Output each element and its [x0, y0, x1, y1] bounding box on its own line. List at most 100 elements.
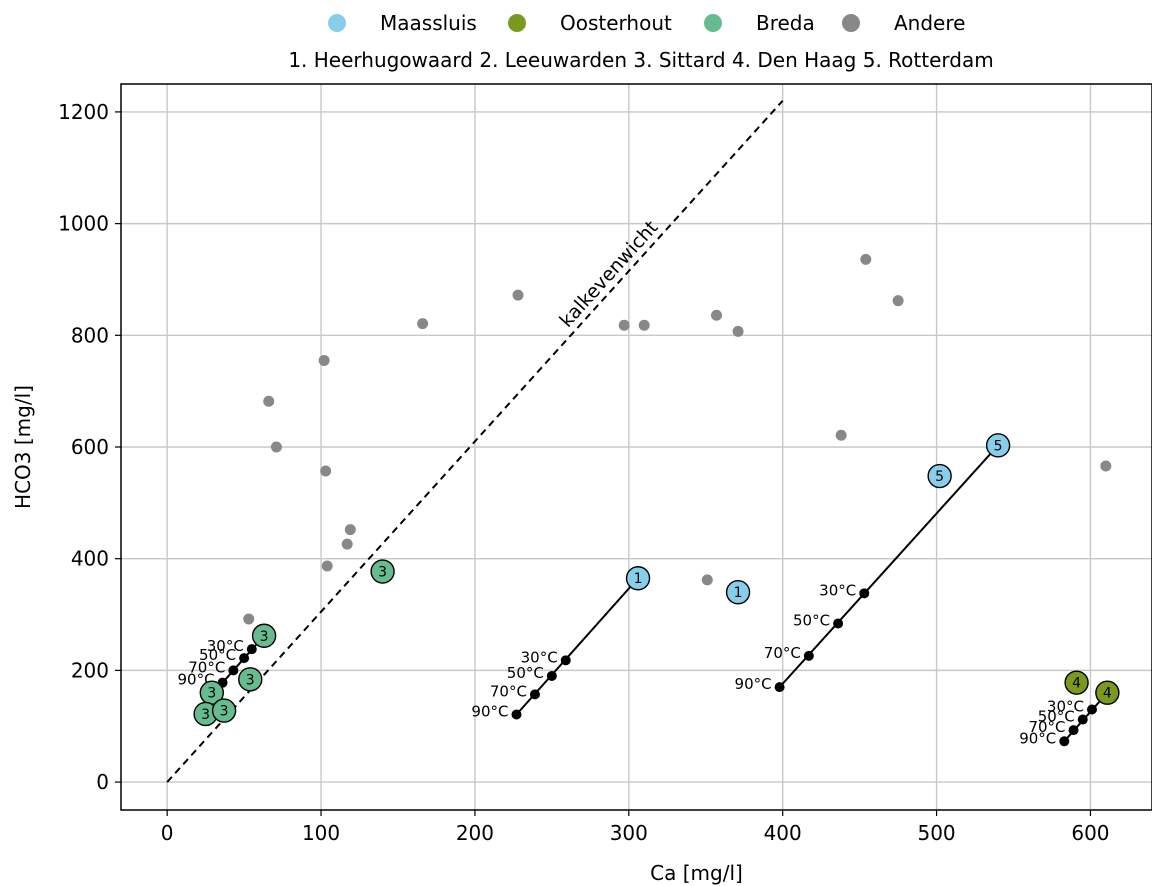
temperature-label: 30°C: [1047, 697, 1084, 715]
point: [320, 465, 332, 477]
temperature-point: [803, 650, 814, 661]
temperature-point: [1077, 714, 1088, 725]
temperature-point: [774, 682, 785, 693]
point-number-label: 3: [201, 707, 210, 723]
legend-subtitle: 1. Heerhugowaard 2. Leeuwarden 3. Sittar…: [288, 48, 993, 72]
point: [732, 325, 744, 337]
equilibrium-line: [166, 100, 784, 783]
labeled-point: [251, 623, 277, 648]
axis-ticks: 0 100 200 300 400 500 600 0 200 400 600 800 1000 1200: [58, 100, 1109, 845]
point-number-label: 1: [634, 571, 643, 587]
legend-entry-label: Maassluis: [380, 11, 477, 35]
point: [344, 524, 356, 536]
labeled-point: [211, 698, 237, 723]
point-number-label: 3: [246, 672, 255, 688]
temperature-label: 70°C: [188, 658, 225, 676]
labeled-point: [625, 566, 651, 591]
temperature-lines: 30°C50°C70°C90°C30°C50°C70°C90°C30°C50°C…: [177, 444, 1109, 747]
temperature-point: [1059, 736, 1070, 747]
point: [618, 319, 630, 331]
labeled-point: [927, 463, 952, 489]
y-tick-label: 800: [71, 323, 109, 347]
y-tick-label: 400: [71, 547, 109, 571]
legend-marker: [704, 14, 722, 32]
temperature-label: 70°C: [490, 682, 527, 700]
point-number-label: 3: [220, 704, 229, 720]
legend-marker: [842, 14, 860, 32]
point: [835, 429, 847, 441]
point-number-label: 3: [207, 686, 216, 702]
temperature-point: [1068, 725, 1079, 736]
point-number-label: 1: [734, 585, 743, 601]
y-tick-label: 1000: [58, 212, 109, 236]
temperature-label: 50°C: [507, 664, 544, 682]
temperature-point: [529, 689, 540, 700]
temperature-point: [246, 644, 257, 655]
labeled-point: [238, 667, 263, 692]
point: [860, 253, 872, 265]
point: [638, 319, 650, 331]
labeled-point: [725, 580, 751, 605]
point-number-label: 3: [378, 565, 387, 581]
legend-marker: [328, 14, 346, 32]
point: [318, 354, 330, 366]
labeled-point: [1064, 670, 1089, 695]
point-number-label: 4: [1072, 676, 1081, 692]
temperature-label: 90°C: [471, 703, 508, 721]
point-number-label: 5: [935, 469, 944, 485]
temperature-label: 90°C: [1019, 729, 1056, 747]
y-tick-label: 1200: [58, 100, 109, 124]
x-tick-label: 600: [1071, 821, 1109, 845]
point: [270, 441, 282, 453]
temperature-line: [778, 444, 999, 688]
point: [321, 560, 333, 572]
temperature-point: [560, 655, 571, 666]
legend-marker: [508, 14, 526, 32]
temperature-label: 30°C: [207, 637, 244, 655]
x-tick-label: 100: [302, 821, 340, 845]
x-tick-label: 300: [610, 821, 648, 845]
grid: [121, 84, 1152, 810]
temperature-point: [228, 665, 239, 676]
legend-entry-label: Oosterhout: [560, 11, 672, 35]
labeled-point: [1095, 680, 1120, 705]
point: [243, 613, 255, 625]
point: [263, 395, 275, 407]
temperature-point: [546, 670, 557, 681]
x-tick-label: 500: [917, 821, 955, 845]
y-tick-label: 0: [96, 770, 109, 794]
point-number-label: 5: [994, 438, 1003, 454]
x-tick-label: 400: [764, 821, 802, 845]
point: [892, 295, 904, 307]
labeled-point: [370, 559, 395, 584]
y-tick-label: 600: [71, 435, 109, 459]
temperature-label: 50°C: [793, 611, 830, 629]
temperature-label: 50°C: [199, 646, 236, 664]
temperature-point: [511, 709, 522, 720]
legend: Maassluis Oosterhout Breda Andere: [328, 11, 965, 35]
temperature-point: [1086, 704, 1097, 715]
y-axis-label: HCO3 [mg/l]: [11, 385, 35, 509]
labeled-point: [985, 433, 1011, 458]
temperature-label: 50°C: [1038, 708, 1075, 726]
point-number-label: 4: [1103, 686, 1112, 702]
legend-entry-label: Andere: [894, 11, 965, 35]
temperature-point: [859, 588, 870, 599]
point: [701, 574, 713, 586]
point: [341, 538, 353, 550]
temperature-label: 70°C: [764, 644, 801, 662]
x-tick-label: 0: [161, 821, 174, 845]
x-axis-label: Ca [mg/l]: [650, 861, 743, 885]
legend-entry-label: Breda: [756, 11, 815, 35]
point-number-label: 3: [260, 629, 269, 645]
equilibrium-line-label: kalkevenwicht: [555, 217, 662, 332]
point: [512, 289, 524, 301]
y-tick-label: 200: [71, 658, 109, 682]
temperature-point: [833, 618, 844, 629]
point: [711, 309, 723, 321]
temperature-point: [239, 653, 250, 664]
temperature-label: 30°C: [819, 581, 856, 599]
x-tick-label: 200: [456, 821, 494, 845]
